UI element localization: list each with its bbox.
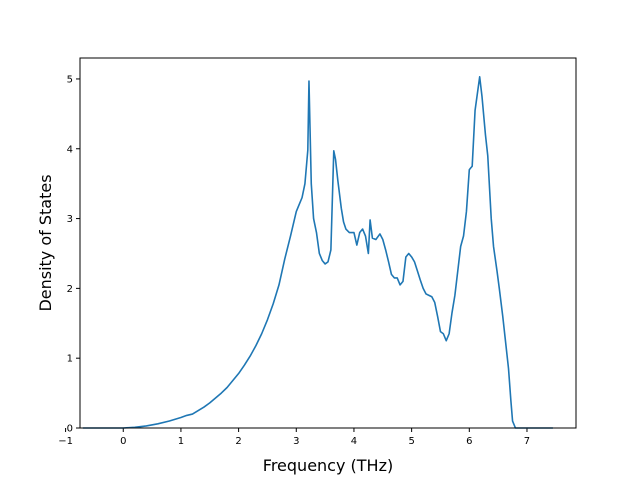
plot-frame	[79, 57, 577, 429]
x-axis-label: Frequency (THz)	[263, 456, 393, 475]
plot-area	[80, 58, 576, 428]
x-tick-label: 2	[235, 436, 241, 447]
x-tick-label: 0	[120, 436, 126, 447]
series-layer	[82, 76, 553, 429]
y-tick-label: 3	[67, 214, 73, 225]
y-tick-label: 1	[67, 354, 73, 365]
x-tick-label: −1	[58, 436, 73, 447]
x-tick-label: 3	[293, 436, 299, 447]
y-axis: 0 1 2 3 4 5	[67, 74, 80, 435]
y-tick-label: 0	[67, 424, 73, 435]
x-tick-label: 6	[466, 436, 472, 447]
y-axis-label: Density of States	[36, 174, 55, 311]
x-tick-label: 5	[408, 436, 414, 447]
dos-line	[82, 76, 553, 429]
y-tick-label: 5	[67, 74, 73, 85]
y-tick-label: 4	[67, 144, 73, 155]
x-tick-label: 7	[524, 436, 530, 447]
x-tick-label: 4	[351, 436, 357, 447]
x-tick-label: 1	[178, 436, 184, 447]
y-tick-label: 2	[67, 284, 73, 295]
